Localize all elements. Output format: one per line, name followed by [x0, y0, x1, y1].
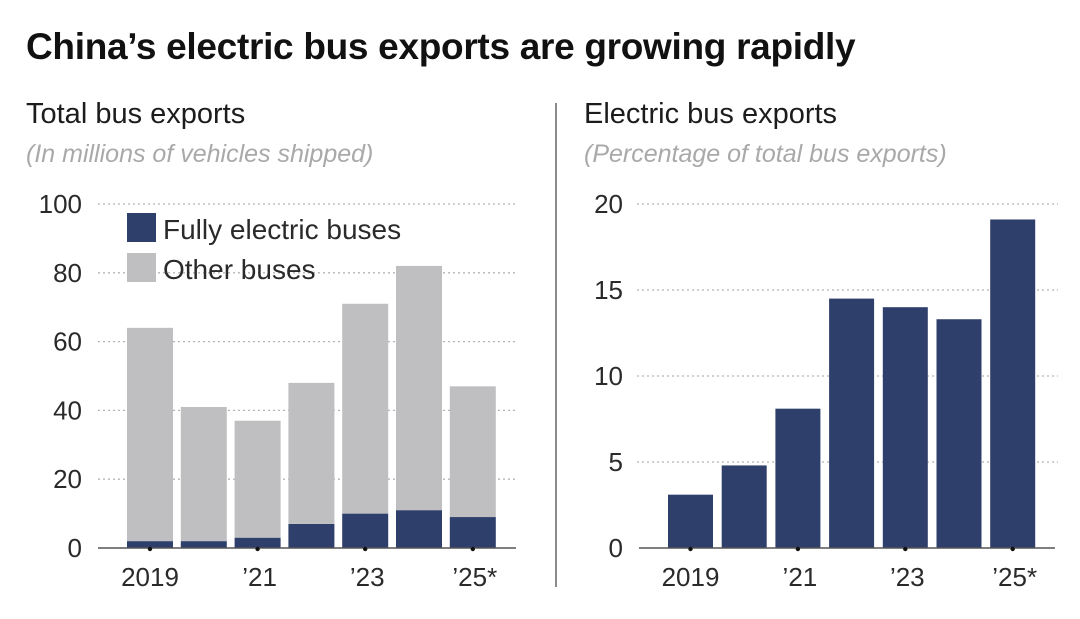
chart-title: China’s electric bus exports are growing… — [26, 26, 856, 67]
y-tick-label: 100 — [39, 189, 82, 219]
y-tick-label: 20 — [53, 464, 82, 494]
legend: Fully electric buses Other buses — [127, 213, 401, 285]
y-tick-label: 80 — [53, 258, 82, 288]
y-tick-label: 20 — [594, 189, 623, 219]
panel-divider — [555, 103, 557, 587]
y-tick-label: 60 — [53, 327, 82, 357]
bar-fully-electric-buses-2024 — [396, 510, 442, 548]
left-panel-title: Total bus exports — [26, 98, 246, 130]
bar-other-buses-2023 — [342, 303, 389, 514]
y-tick-label: 15 — [594, 275, 623, 305]
bar-electric-share-2022 — [829, 298, 875, 548]
x-tick-label: 2019 — [662, 562, 720, 592]
bar-other-buses-2024 — [396, 265, 442, 511]
bar-other-buses-2022 — [288, 382, 335, 524]
bar-electric-share-2021 — [775, 408, 821, 548]
bar-other-buses-2020 — [180, 406, 227, 542]
right-chart-electric-share: 0 5 10 15 20 2019 ’21 ’23 ’25* — [594, 189, 1058, 592]
x-tick-label: ’23 — [890, 562, 925, 592]
right-panel-title: Electric bus exports — [584, 98, 838, 130]
y-tick-label: 40 — [53, 395, 82, 425]
y-tick-label: 10 — [594, 361, 623, 391]
bar-other-buses-2021 — [234, 420, 281, 538]
right-panel-subtitle: (Percentage of total bus exports) — [584, 140, 947, 168]
bar-fully-electric-buses-2022 — [288, 523, 335, 548]
bar-fully-electric-buses-2021 — [234, 537, 281, 548]
x-tick-mark — [903, 546, 908, 552]
x-tick-label: ’23 — [350, 562, 385, 592]
legend-label: Fully electric buses — [163, 214, 401, 245]
left-chart-total-exports: 0 20 40 60 80 100 2019 ’21 ’23 ’25* Fully electric… — [39, 189, 516, 592]
bar-fully-electric-buses-2025 — [449, 517, 496, 548]
x-tick-label: ’25* — [452, 562, 497, 592]
bar-electric-share-2025 — [990, 219, 1036, 549]
bar-electric-share-2023 — [882, 307, 928, 548]
x-tick-mark — [1010, 546, 1015, 552]
bar-fully-electric-buses-2023 — [342, 513, 389, 548]
bar-fully-electric-buses-2020 — [180, 541, 227, 548]
left-panel-subtitle: (In millions of vehicles shipped) — [26, 140, 374, 168]
x-tick-label: ’21 — [242, 562, 277, 592]
x-tick-label: ’25* — [992, 562, 1037, 592]
x-tick-mark — [255, 546, 260, 552]
y-tick-label: 0 — [609, 533, 623, 563]
bar-electric-share-2020 — [721, 465, 767, 548]
legend-label: Other buses — [163, 254, 316, 285]
x-tick-mark — [147, 546, 153, 552]
legend-swatch-other — [127, 253, 156, 282]
y-tick-label: 5 — [609, 447, 623, 477]
bar-fully-electric-buses-2019 — [127, 541, 173, 548]
bar-electric-share-2019 — [668, 494, 713, 548]
x-tick-label: ’21 — [783, 562, 818, 592]
x-tick-mark — [688, 546, 693, 552]
legend-swatch-electric — [127, 213, 156, 242]
x-tick-mark — [795, 546, 801, 552]
bar-electric-share-2024 — [936, 319, 982, 548]
x-tick-label: 2019 — [121, 562, 179, 592]
bar-other-buses-2025 — [449, 386, 496, 518]
bar-other-buses-2019 — [127, 327, 173, 542]
y-tick-label: 0 — [68, 533, 82, 563]
x-tick-mark — [363, 546, 368, 552]
x-tick-mark — [470, 546, 475, 552]
